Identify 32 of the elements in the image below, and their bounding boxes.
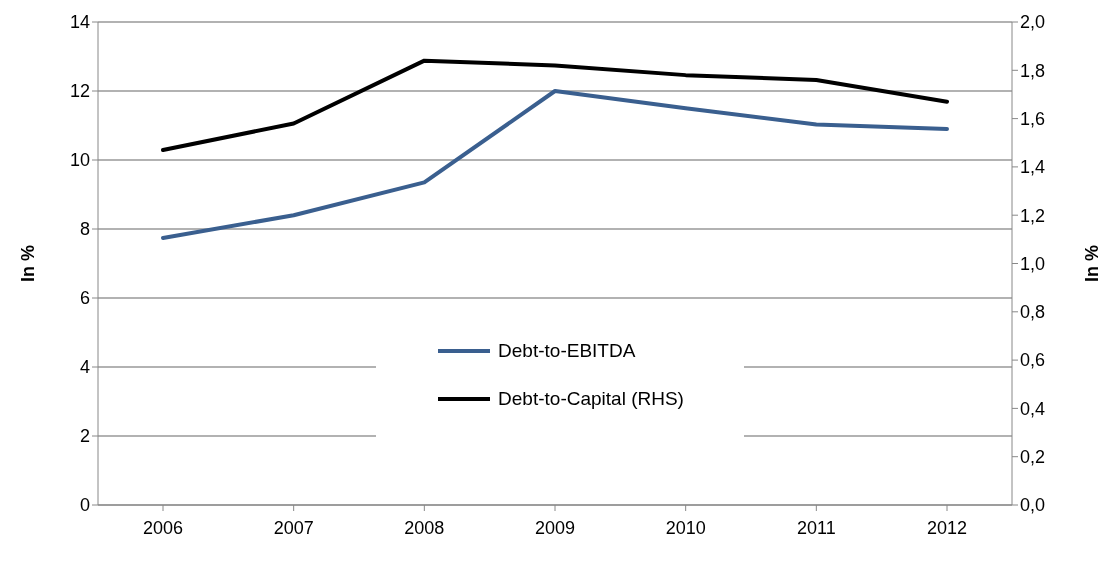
- y2-tick-label: 1,8: [1020, 60, 1046, 81]
- line-series: [161, 89, 949, 240]
- y2-tick-label: 0,4: [1020, 398, 1046, 419]
- y2-tick-label: 0,6: [1020, 350, 1046, 371]
- y2-tick-label: 0,8: [1020, 302, 1046, 323]
- line-series: [161, 58, 949, 152]
- y2-tick-label: 1,4: [1020, 157, 1046, 178]
- y-tick-label: 14: [69, 12, 90, 33]
- x-tick-label: 2011: [796, 517, 836, 538]
- x-tick-label: 2006: [142, 517, 184, 538]
- y2-tick-label: 1,0: [1020, 253, 1046, 274]
- legend-label: Debt-to-Capital (RHS): [498, 386, 684, 411]
- y2-tick-label: 0,2: [1020, 447, 1046, 468]
- x-tick-label: 2009: [534, 517, 576, 538]
- y-tick-label: 4: [79, 357, 90, 378]
- x-tick-label: 2008: [404, 517, 445, 538]
- y-tick-label: 12: [69, 81, 90, 102]
- x-tick-label: 2010: [665, 517, 706, 538]
- y-tick-label: 10: [69, 150, 90, 171]
- y-tick-label: 0: [79, 495, 90, 516]
- y2-tick-label: 0,0: [1020, 495, 1046, 516]
- x-tick-label: 2007: [273, 517, 314, 538]
- x-tick-label: 2012: [926, 517, 968, 538]
- y-tick-label: 8: [79, 219, 90, 240]
- y2-tick-label: 1,6: [1020, 108, 1046, 129]
- legend-label: Debt-to-EBITDA: [498, 338, 636, 363]
- y2-tick-label: 1,2: [1020, 205, 1046, 226]
- y-tick-label: 2: [79, 426, 90, 447]
- y2-axis-title: In %: [1082, 244, 1103, 283]
- y2-tick-label: 2,0: [1020, 12, 1046, 33]
- y-axis-title: In %: [18, 244, 39, 283]
- y-tick-label: 6: [79, 288, 90, 309]
